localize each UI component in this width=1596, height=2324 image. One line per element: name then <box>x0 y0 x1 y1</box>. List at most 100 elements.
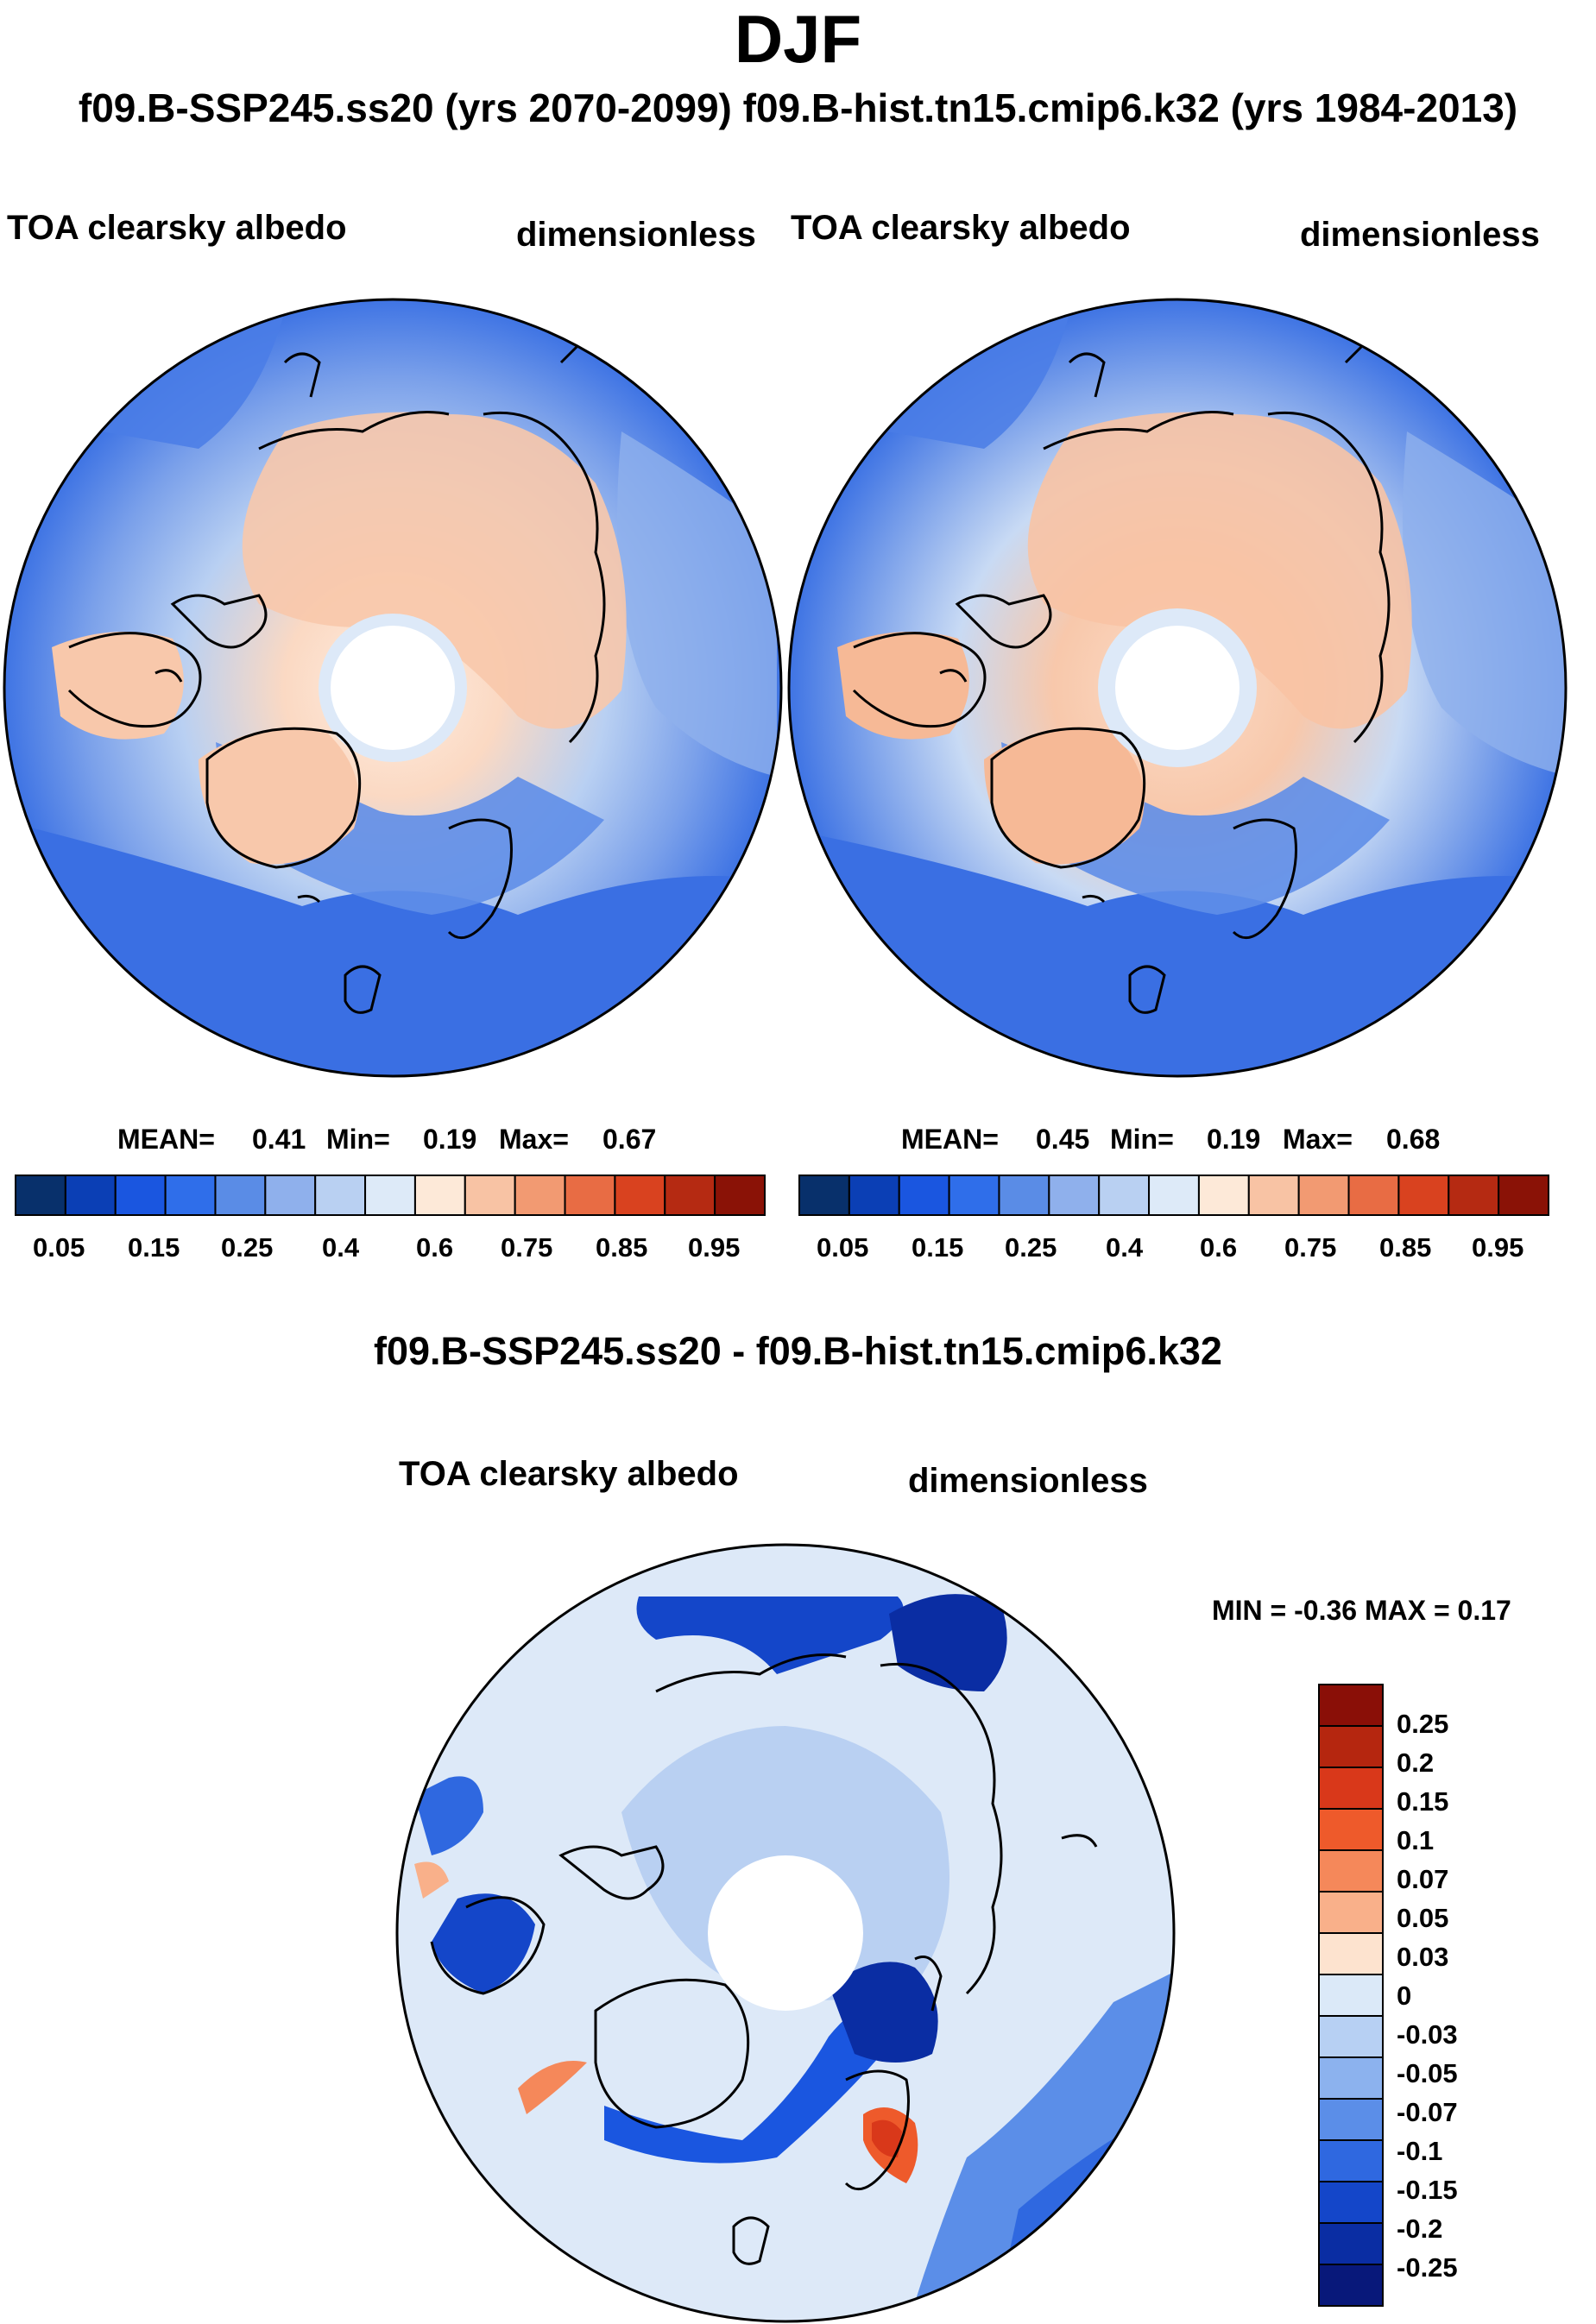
cbar3-tick: -0.15 <box>1397 2175 1458 2205</box>
colorbar-swatch <box>114 1175 167 1216</box>
colorbar-swatch <box>1318 2098 1384 2141</box>
colorbar-swatch <box>664 1175 716 1216</box>
colorbar-swatch <box>564 1175 616 1216</box>
colorbar-panel1 <box>15 1175 766 1216</box>
panel2-min-label: Min= <box>1110 1124 1174 1155</box>
cbar3-tick: 0 <box>1397 1981 1412 2011</box>
colorbar-swatch <box>1318 2056 1384 2100</box>
cbar2-tick: 0.6 <box>1200 1232 1238 1263</box>
cbar3-tick: -0.2 <box>1397 2214 1443 2244</box>
cbar2-tick: 0.15 <box>912 1232 964 1263</box>
colorbar-swatch <box>1297 1175 1350 1216</box>
cbar2-tick: 0.05 <box>817 1232 869 1263</box>
cbar3-tick: 0.1 <box>1397 1825 1435 1855</box>
colorbar-swatch <box>714 1175 766 1216</box>
colorbar-swatch <box>1318 1684 1384 1727</box>
panel2-map-border <box>787 298 1568 1078</box>
panel1-map-border <box>3 298 783 1078</box>
cbar1-tick: 0.6 <box>416 1232 454 1263</box>
colorbar-swatch <box>1448 1175 1500 1216</box>
panel2-min-value: 0.19 <box>1207 1124 1261 1155</box>
colorbar-swatch <box>264 1175 317 1216</box>
cbar2-tick: 0.85 <box>1379 1232 1432 1263</box>
colorbar-swatch <box>464 1175 516 1216</box>
case-subtitle: f09.B-SSP245.ss20 (yrs 2070-2099) f09.B-… <box>78 85 1518 130</box>
colorbar-swatch <box>1498 1175 1549 1216</box>
colorbar-swatch <box>1318 1974 1384 2017</box>
cbar3-tick: -0.1 <box>1397 2136 1443 2166</box>
colorbar-swatch <box>15 1175 66 1216</box>
cbar3-tick: 0.2 <box>1397 1748 1435 1778</box>
diff-units-label: dimensionless <box>908 1462 1148 1500</box>
colorbar-swatch <box>1318 2015 1384 2058</box>
colorbar-swatch <box>1148 1175 1200 1216</box>
colorbar-swatch <box>1397 1175 1450 1216</box>
panel2-variable-label: TOA clearsky albedo <box>791 209 1131 247</box>
colorbar-swatch <box>1197 1175 1250 1216</box>
colorbar-swatch <box>898 1175 950 1216</box>
panel1-mean-label: MEAN= <box>117 1124 215 1155</box>
cbar3-tick: 0.07 <box>1397 1864 1449 1894</box>
panel1-units-label: dimensionless <box>516 216 756 254</box>
colorbar-swatch <box>64 1175 117 1216</box>
colorbar-swatch <box>364 1175 416 1216</box>
colorbar-swatch <box>1318 1932 1384 1975</box>
panel1-min-label: Min= <box>326 1124 390 1155</box>
colorbar-swatch <box>1318 2139 1384 2182</box>
colorbar-swatch <box>948 1175 1000 1216</box>
cbar3-tick: 0.25 <box>1397 1709 1449 1739</box>
panel2-units-label: dimensionless <box>1300 216 1540 254</box>
panel2-max-label: Max= <box>1283 1124 1353 1155</box>
colorbar-swatch <box>1318 1808 1384 1851</box>
colorbar-swatch <box>1318 2181 1384 2224</box>
diff-minmax-label: MIN = -0.36 MAX = 0.17 <box>1212 1595 1511 1626</box>
cbar3-tick: -0.05 <box>1397 2058 1458 2088</box>
cbar1-tick: 0.95 <box>688 1232 741 1263</box>
difference-map-border <box>395 1543 1176 2323</box>
cbar3-tick: 0.05 <box>1397 1903 1449 1933</box>
colorbar-swatch <box>1318 1725 1384 1768</box>
panel2-polar-map <box>789 299 1566 1076</box>
colorbar-difference <box>1318 1684 1384 2307</box>
panel1-variable-label: TOA clearsky albedo <box>7 209 347 247</box>
cbar3-tick: -0.07 <box>1397 2097 1458 2127</box>
cbar1-tick: 0.4 <box>322 1232 360 1263</box>
panel1-max-label: Max= <box>499 1124 569 1155</box>
colorbar-swatch <box>514 1175 566 1216</box>
colorbar-swatch <box>1318 2222 1384 2265</box>
panel2-mean-value: 0.45 <box>1036 1124 1090 1155</box>
colorbar-swatch <box>1318 1767 1384 1810</box>
cbar1-tick: 0.75 <box>501 1232 553 1263</box>
colorbar-swatch <box>1098 1175 1151 1216</box>
panel1-min-value: 0.19 <box>423 1124 477 1155</box>
page-title: DJF <box>734 1 862 77</box>
cbar2-tick: 0.25 <box>1005 1232 1057 1263</box>
cbar2-tick: 0.75 <box>1284 1232 1337 1263</box>
panel1-max-value: 0.67 <box>602 1124 657 1155</box>
cbar3-tick: -0.03 <box>1397 2019 1458 2050</box>
panel2-max-value: 0.68 <box>1386 1124 1441 1155</box>
cbar2-tick: 0.95 <box>1472 1232 1524 1263</box>
cbar3-tick: -0.25 <box>1397 2252 1458 2283</box>
cbar1-tick: 0.15 <box>128 1232 180 1263</box>
panel2-mean-label: MEAN= <box>901 1124 999 1155</box>
colorbar-swatch <box>214 1175 267 1216</box>
colorbar-swatch <box>164 1175 217 1216</box>
panel1-mean-value: 0.41 <box>252 1124 306 1155</box>
cbar3-tick: 0.03 <box>1397 1942 1449 1972</box>
colorbar-swatch <box>998 1175 1050 1216</box>
colorbar-swatch <box>1347 1175 1400 1216</box>
colorbar-swatch <box>1247 1175 1300 1216</box>
colorbar-swatch <box>1318 1891 1384 1934</box>
diff-variable-label: TOA clearsky albedo <box>399 1455 739 1493</box>
colorbar-swatch <box>314 1175 367 1216</box>
difference-title: f09.B-SSP245.ss20 - f09.B-hist.tn15.cmip… <box>374 1329 1222 1373</box>
colorbar-swatch <box>1318 2264 1384 2307</box>
cbar1-tick: 0.85 <box>596 1232 648 1263</box>
colorbar-swatch <box>1318 1849 1384 1893</box>
cbar1-tick: 0.05 <box>33 1232 85 1263</box>
colorbar-swatch <box>614 1175 666 1216</box>
colorbar-panel2 <box>798 1175 1549 1216</box>
colorbar-swatch <box>1048 1175 1101 1216</box>
